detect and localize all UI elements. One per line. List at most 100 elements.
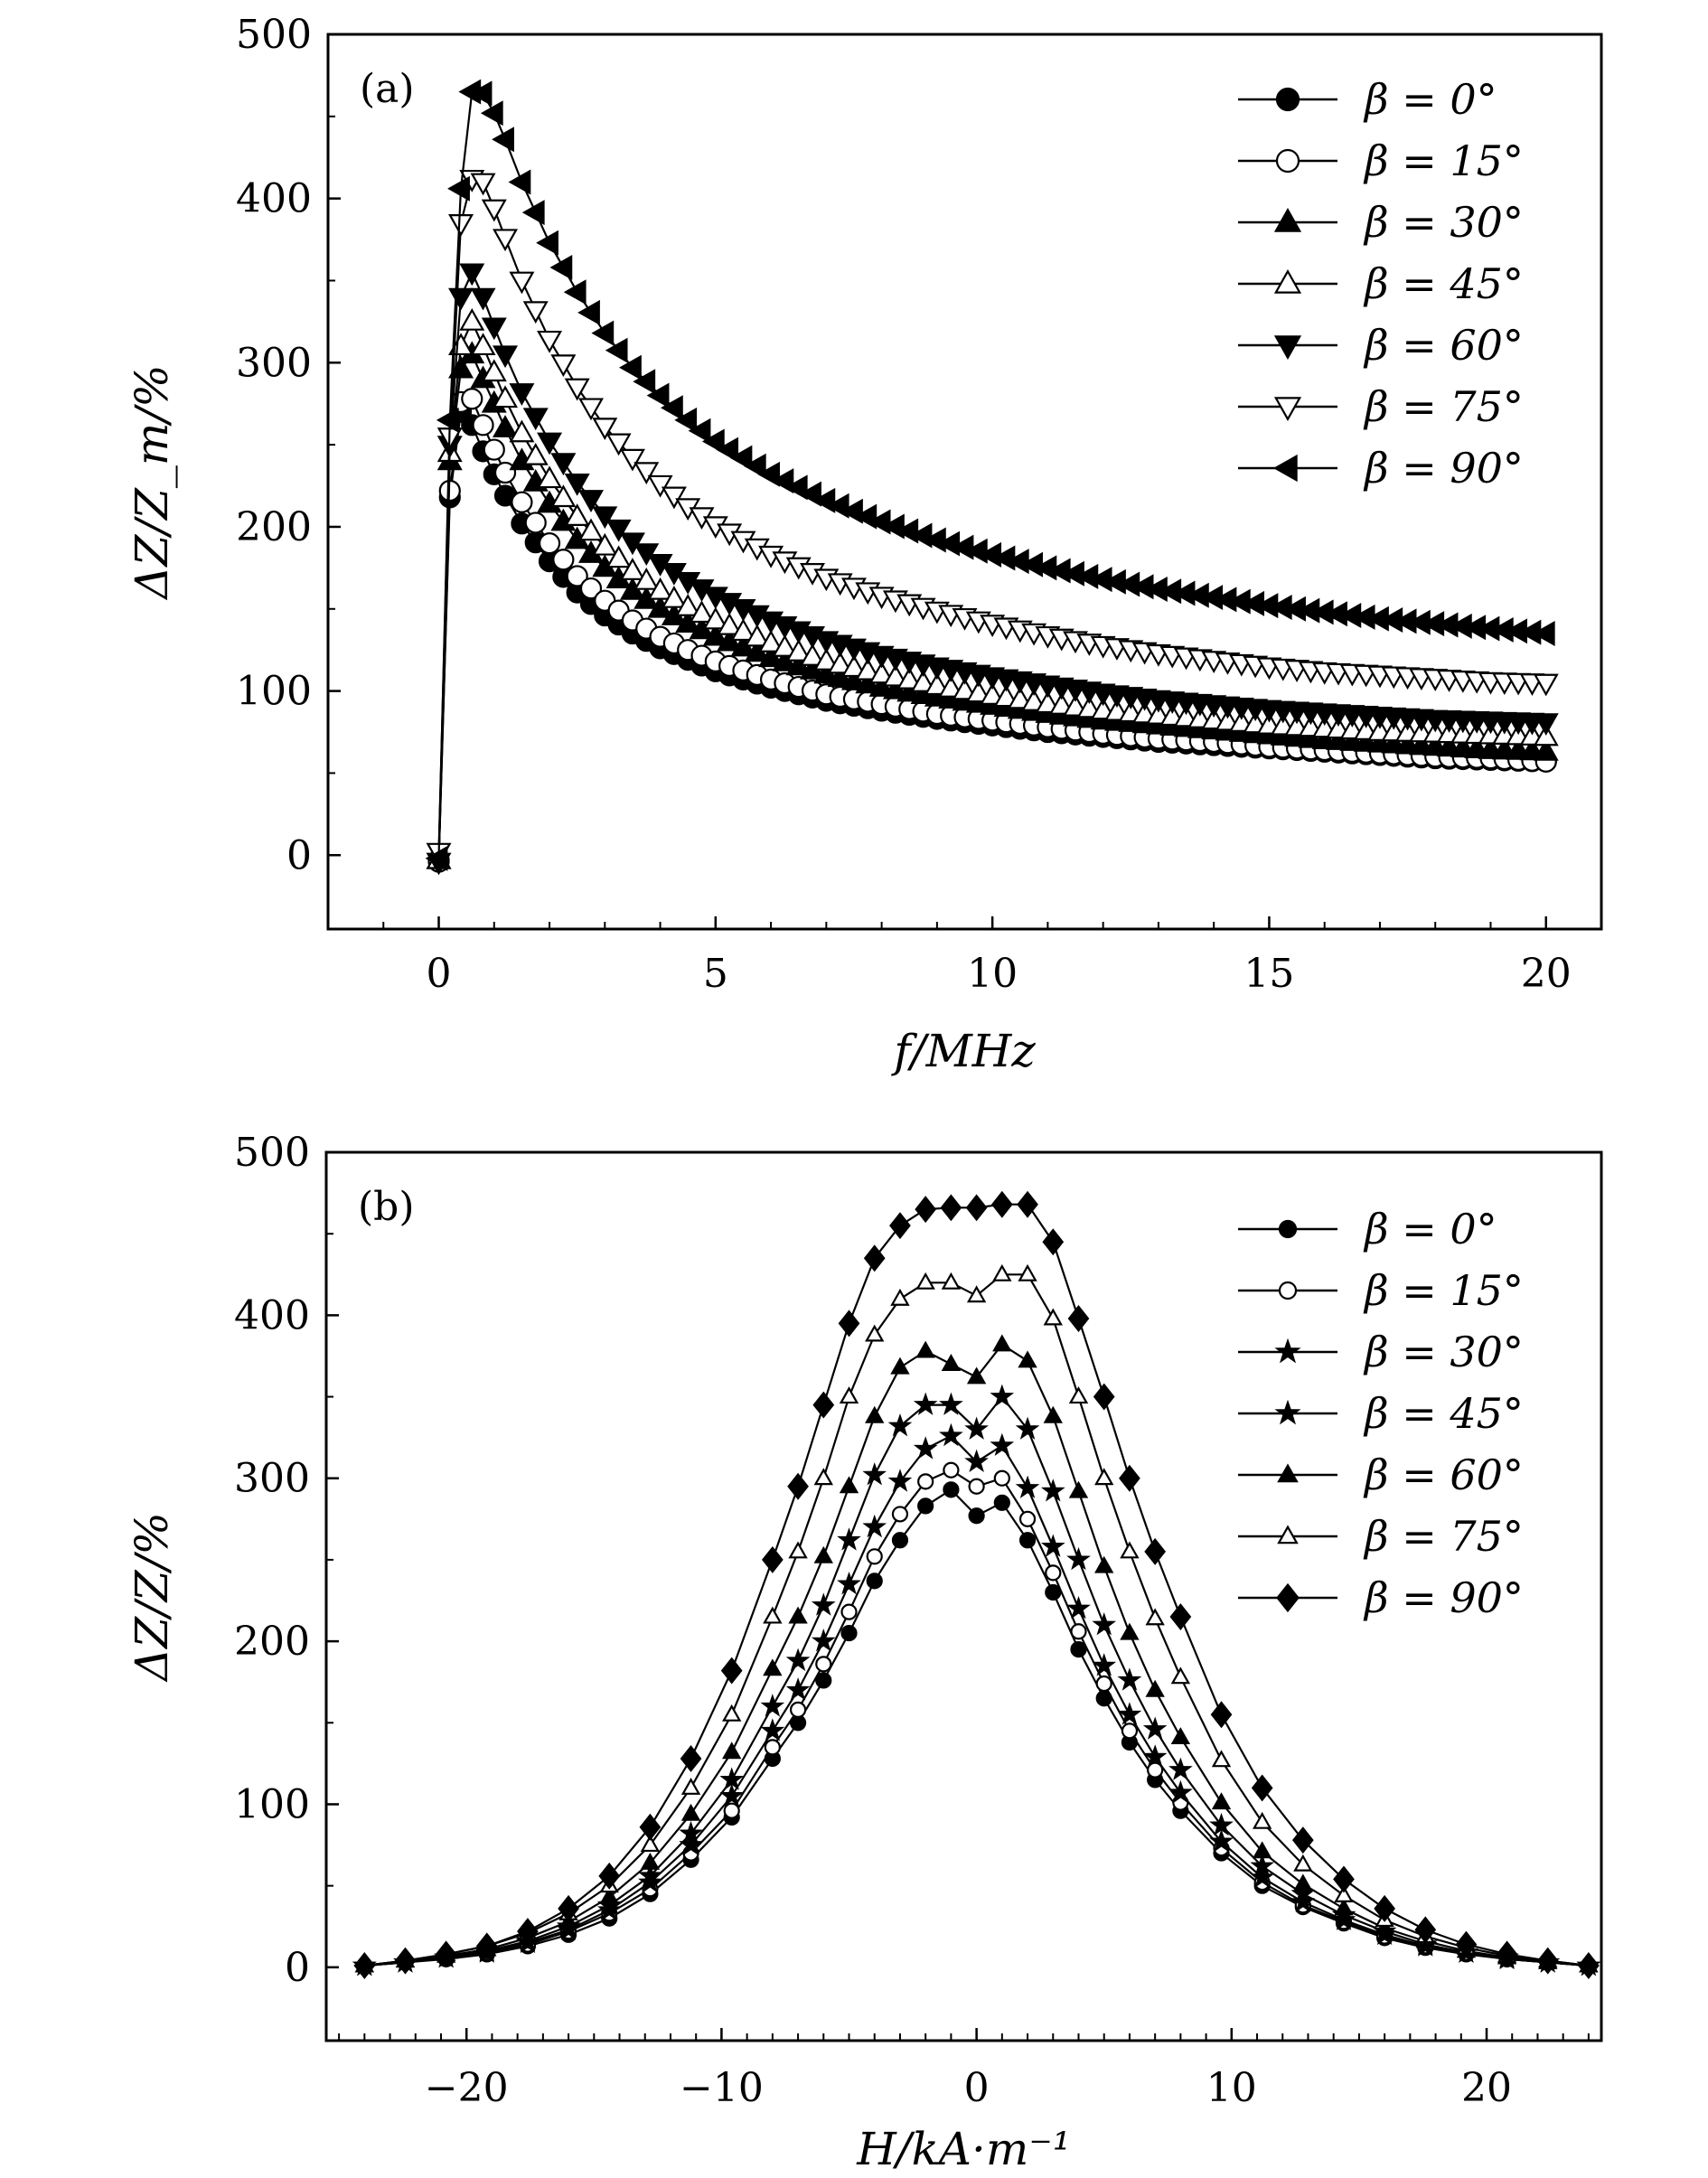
data-point [592, 418, 618, 441]
data-point [837, 1527, 861, 1551]
y-tick-label: 400 [234, 1292, 310, 1338]
y-tick-label: 100 [234, 1781, 310, 1827]
data-point [521, 200, 545, 226]
data-point [481, 199, 507, 222]
data-point [639, 1813, 662, 1841]
data-point [910, 670, 936, 692]
legend-label: β = 0° [1363, 1205, 1497, 1253]
data-point [522, 301, 549, 324]
data-point [537, 330, 563, 353]
data-point [592, 532, 618, 556]
y-tick-label: 0 [285, 1945, 310, 1991]
legend-marker [1273, 268, 1302, 294]
legend-marker [1274, 1338, 1301, 1364]
data-point [660, 395, 683, 421]
data-point [605, 337, 628, 363]
data-point [1043, 1405, 1063, 1423]
data-point [1018, 1532, 1037, 1549]
data-point [917, 1473, 934, 1490]
data-point [689, 600, 715, 624]
panel-label: (a) [360, 66, 415, 112]
data-point [992, 1263, 1012, 1281]
data-point [964, 1449, 989, 1473]
legend-label: β = 45° [1363, 259, 1524, 308]
x-tick-label: 15 [1243, 951, 1294, 997]
data-point [1120, 1541, 1140, 1559]
data-point [990, 1432, 1015, 1457]
data-point [966, 1285, 987, 1303]
data-point [940, 1194, 962, 1222]
data-point [1293, 1854, 1313, 1872]
x-tick-label: 10 [1206, 2065, 1257, 2111]
data-point [461, 388, 483, 410]
legend-label: β = 30° [1363, 198, 1524, 247]
data-point [887, 1469, 913, 1492]
data-point [470, 287, 496, 311]
data-point [1533, 713, 1559, 737]
data-point [509, 271, 535, 295]
data-point [891, 1506, 909, 1523]
data-point [436, 407, 459, 433]
series-line [364, 1488, 1589, 1967]
data-point [1532, 621, 1555, 647]
data-point [1043, 1308, 1063, 1326]
data-point [1210, 1701, 1233, 1729]
y-tick-label: 300 [236, 340, 312, 386]
data-point [1070, 1641, 1087, 1658]
data-point [730, 618, 756, 642]
y-axis-label: ΔZ/Z/% [126, 1512, 178, 1683]
data-point [1068, 1386, 1089, 1404]
data-point [493, 385, 519, 408]
data-point [882, 663, 908, 687]
data-point [815, 1672, 832, 1689]
y-tick-label: 500 [234, 1130, 310, 1176]
plot-frame [324, 1150, 1603, 2042]
data-point [800, 643, 826, 666]
data-point [990, 1384, 1015, 1407]
data-point [763, 1658, 783, 1676]
data-point [536, 230, 558, 256]
data-point [993, 1469, 1010, 1487]
data-point [537, 465, 563, 489]
data-point [640, 1852, 661, 1870]
x-tick-label: 0 [427, 951, 452, 997]
data-point [1496, 1940, 1518, 1968]
legend-marker [1272, 454, 1298, 483]
data-point [674, 407, 698, 433]
data-point [661, 486, 687, 510]
x-tick-label: −20 [425, 2065, 509, 2111]
data-point [483, 438, 505, 461]
panel-label: (b) [358, 1184, 415, 1230]
data-point [891, 1532, 909, 1549]
data-point [1045, 1583, 1062, 1601]
data-point [1375, 1918, 1394, 1936]
x-tick-label: 20 [1521, 951, 1572, 997]
data-point [827, 651, 853, 674]
data-point [1252, 1811, 1272, 1829]
data-point [680, 1777, 701, 1795]
data-point [789, 1701, 807, 1718]
series-5 [426, 169, 1559, 866]
data-point [472, 414, 494, 437]
data-point [480, 100, 503, 127]
data-point [1209, 1828, 1234, 1853]
data-point [1015, 1416, 1040, 1440]
data-point [965, 680, 991, 703]
data-point [1533, 737, 1559, 761]
data-point [353, 1952, 376, 1980]
data-point [1018, 1350, 1037, 1368]
data-point [887, 1413, 913, 1437]
data-point [675, 594, 701, 616]
data-point [993, 684, 1019, 708]
y-tick-label: 400 [236, 176, 312, 222]
data-point [788, 1541, 808, 1559]
y-tick-label: 500 [236, 12, 312, 58]
data-point [425, 845, 448, 871]
data-point [537, 432, 563, 455]
data-point [447, 175, 470, 202]
data-point [839, 1386, 859, 1404]
data-point [744, 624, 770, 647]
legend-marker [1278, 1281, 1298, 1300]
data-point [763, 1606, 783, 1624]
